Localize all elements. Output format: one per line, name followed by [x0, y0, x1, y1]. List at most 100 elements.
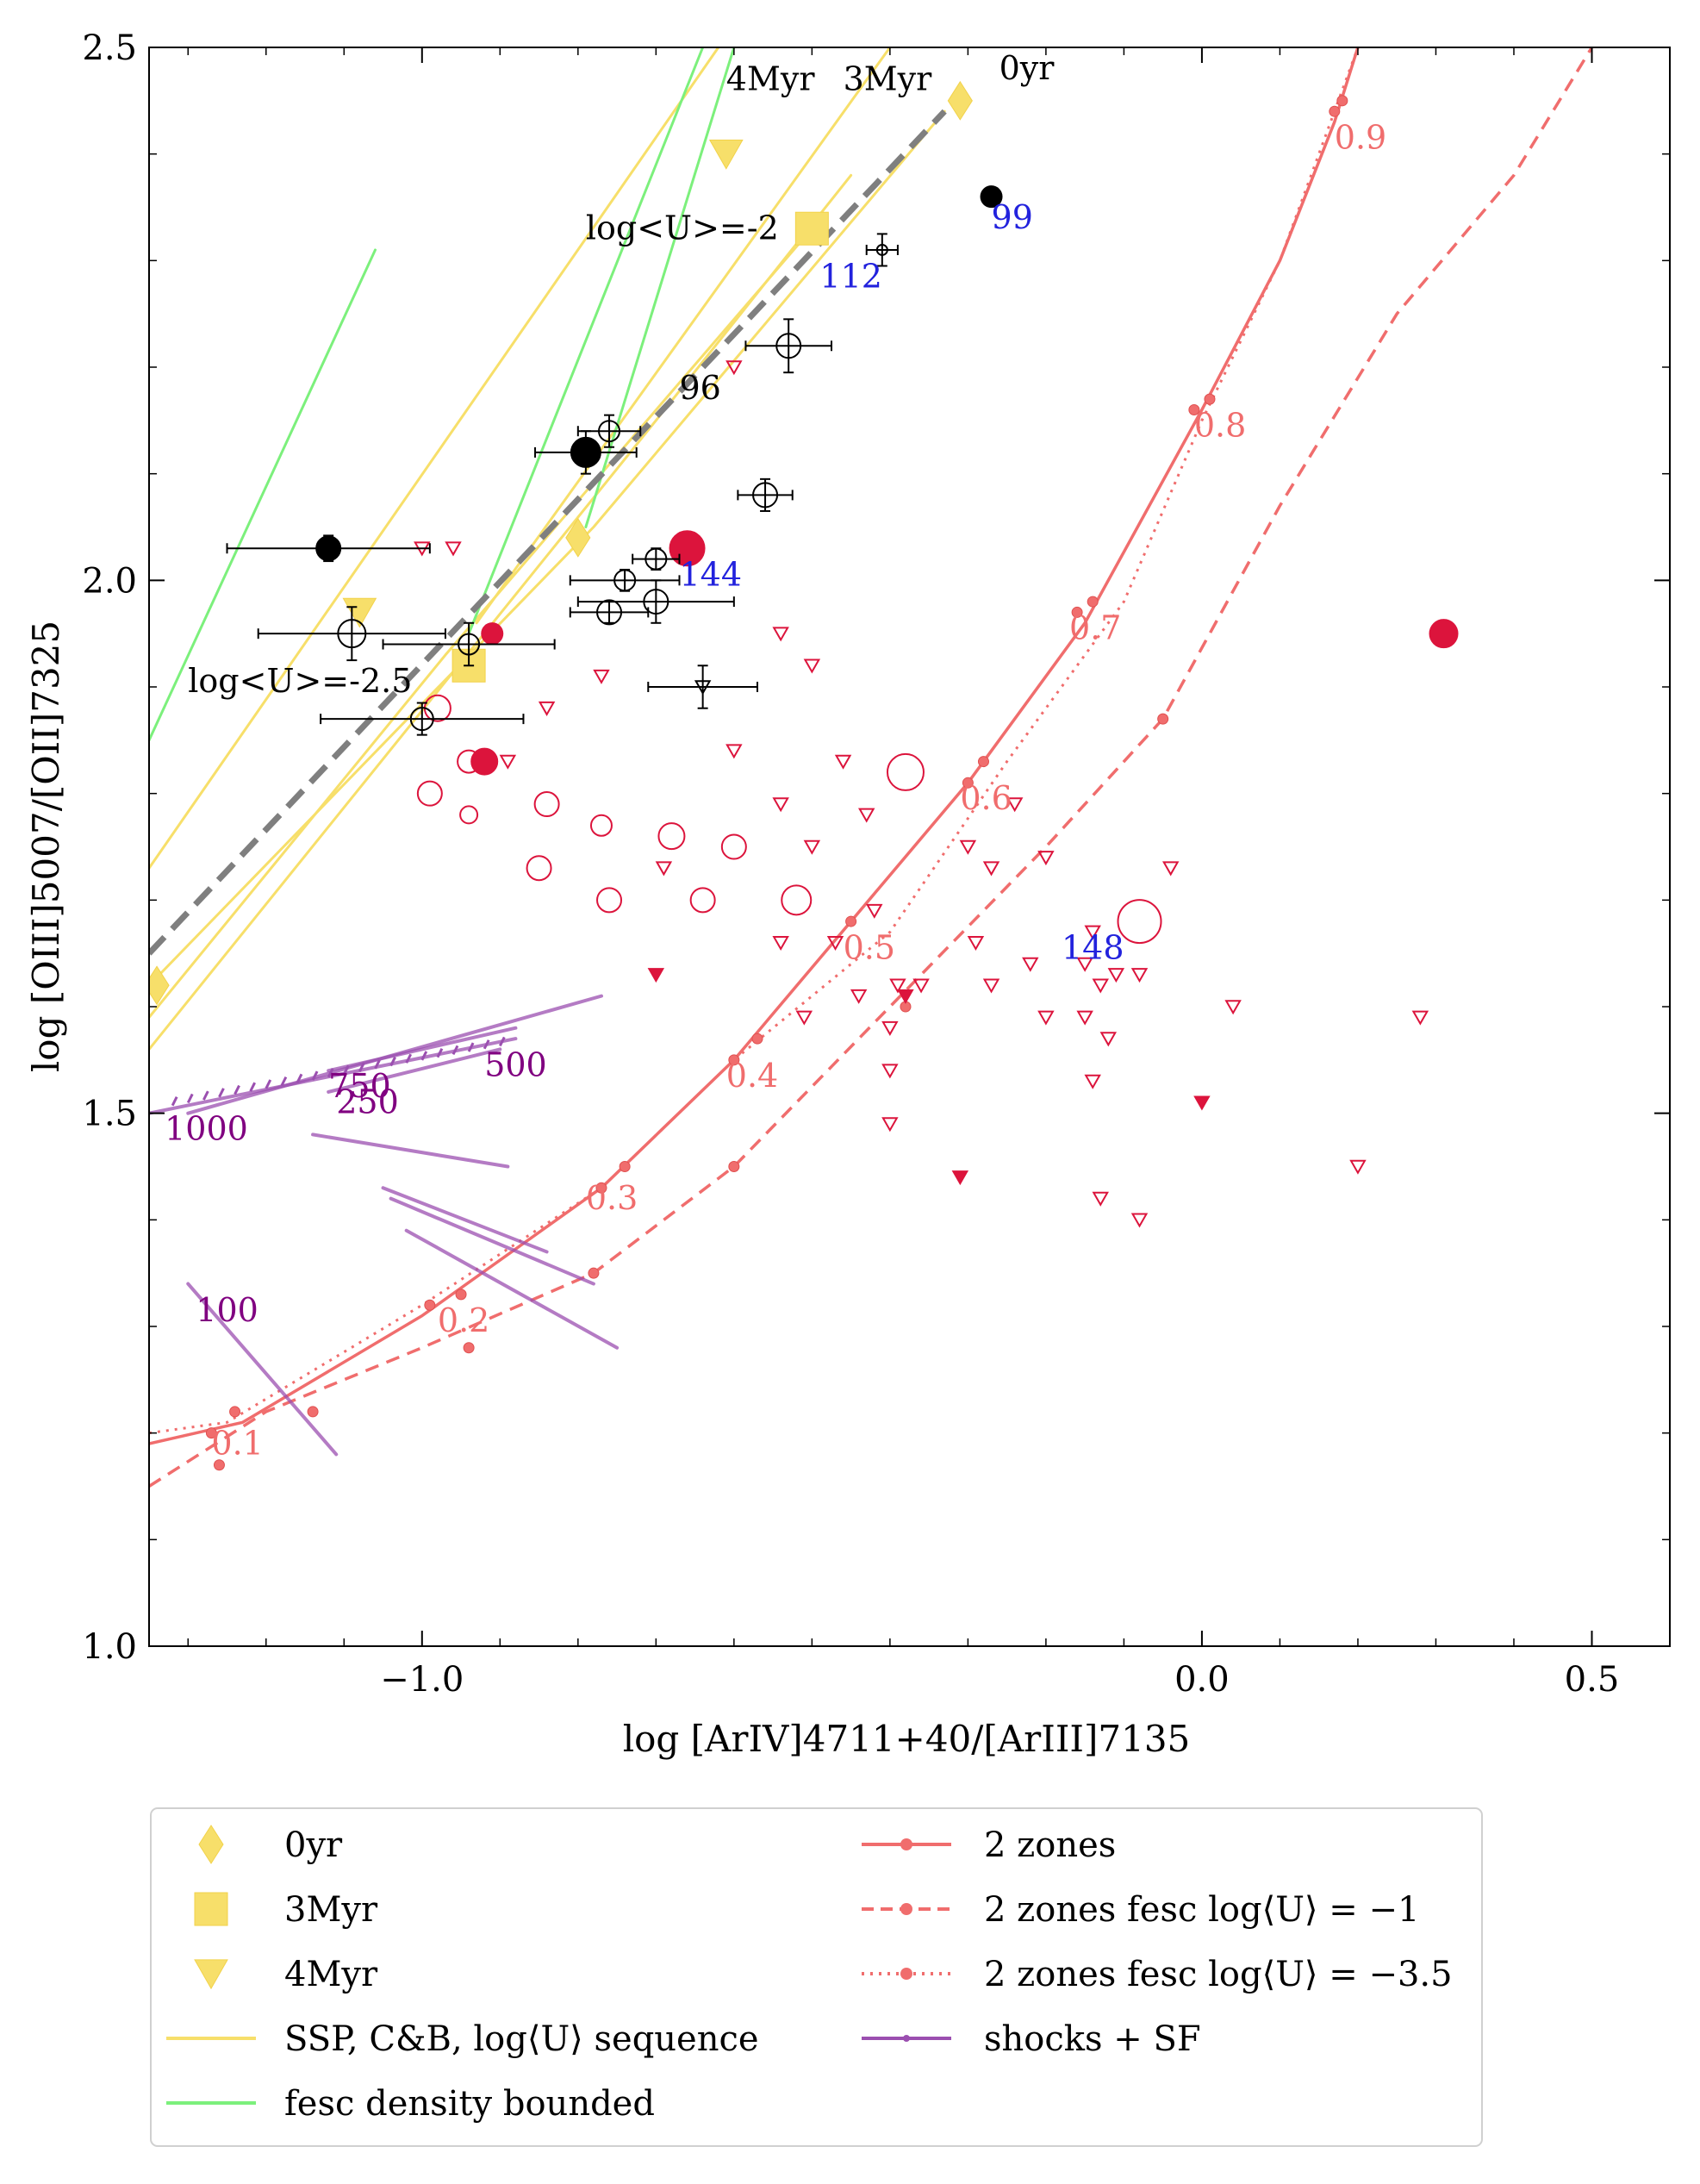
legend-frame: [150, 1807, 1483, 2147]
y-tick-label: 1.5: [82, 1095, 137, 1134]
shock-grid-tick: [389, 1056, 396, 1067]
two-zones-marker: [845, 915, 857, 927]
red-open-triangle-point: [881, 1064, 899, 1079]
red-open-triangle-point: [593, 669, 610, 684]
two-zones-line: [149, 47, 1360, 1445]
fesc-line-1: [149, 248, 377, 742]
red-open-circle-point: [416, 780, 443, 807]
annotation-3Myr: 3Myr: [844, 59, 933, 97]
red-open-triangle-point: [499, 754, 517, 770]
red-open-triangle-point: [725, 744, 743, 759]
two-zones-marker: [205, 1427, 217, 1439]
red-open-triangle-point: [1037, 1010, 1055, 1026]
red-open-circle-point: [1117, 899, 1162, 945]
shock-line-6: [381, 1186, 549, 1254]
black-open-triangle-point: [694, 680, 712, 696]
annotation-fesc-0p8: 0.8: [1194, 406, 1246, 444]
two-zones-marker: [962, 777, 974, 789]
0yr-diamond-marker: [149, 965, 170, 1006]
red-open-triangle-point: [795, 1010, 813, 1026]
shock-grid-tick: [218, 1088, 225, 1098]
ssp-line-4: [149, 173, 853, 1051]
legend-label: fesc density bounded: [284, 2084, 655, 2124]
red-open-triangle-point: [881, 1117, 899, 1133]
shock-grid-tick: [436, 1047, 444, 1058]
ssp-markers: [149, 80, 973, 1006]
3Myr-square-marker: [794, 211, 829, 246]
annotation-fesc-0p5: 0.5: [844, 928, 895, 966]
red-open-triangle-point: [912, 978, 930, 994]
y-tick-label: 2.5: [82, 28, 137, 68]
red-open-triangle-point: [1161, 861, 1180, 877]
two-zones-marker: [455, 1289, 467, 1301]
red-open-triangle-point: [1224, 1000, 1242, 1015]
legend-handle-4Myr-triangle: [194, 1959, 228, 1990]
logU-sequence-dashed: [149, 109, 947, 956]
red-open-triangle-point: [1084, 925, 1101, 940]
annotation-fesc-0p7: 0.7: [1069, 608, 1121, 646]
two-zones-fesc-marker: [307, 1406, 319, 1418]
black-filled-circle-point: [570, 436, 601, 468]
red-open-triangle-point: [1130, 968, 1149, 983]
red-open-triangle-point: [881, 1020, 899, 1036]
0yr-diamond-marker: [947, 80, 973, 121]
shock-line-8: [404, 1228, 620, 1350]
red-open-triangle-point: [982, 861, 1000, 877]
red-open-circle-point: [689, 887, 716, 914]
shock-grid-tick: [405, 1053, 413, 1064]
red-open-circle-point: [589, 814, 613, 837]
legend: 0yr 3Myr 4Myr SSP, C&B, log⟨U⟩ sequence fesc…: [150, 1807, 1483, 2147]
legend-handle-marker: [900, 1903, 912, 1915]
red-filled-triangle-point: [647, 968, 665, 983]
x-tick-label: 0.0: [1174, 1660, 1230, 1700]
black-open-circle-point: [752, 482, 779, 509]
annotation-logU-m2: log<U>=-2: [586, 209, 779, 247]
shock-grid-tick: [186, 1093, 194, 1104]
annotation-shock-250: 250: [336, 1083, 399, 1121]
legend-handle-marker: [900, 1968, 912, 1980]
shock-line-9: [186, 1282, 339, 1457]
black-open-circle-point: [598, 420, 621, 443]
black-filled-circle-point: [315, 535, 342, 562]
red-open-triangle-point: [1107, 968, 1125, 983]
shock-line-3: [327, 1026, 518, 1073]
red-filled-triangle-point: [951, 1170, 969, 1186]
red-open-circle-point: [457, 749, 482, 774]
legend-label: 2 zones fesc log⟨U⟩ = −3.5: [984, 1955, 1453, 1994]
two-zones-fesc-logU-m3p5-line: [149, 47, 1360, 1435]
two-zones-marker: [1188, 403, 1200, 415]
red-open-triangle-point: [772, 627, 789, 642]
legend-handle-3Myr-square: [194, 1892, 228, 1926]
red-open-triangle-point: [1411, 1010, 1429, 1026]
shock-grid-tick: [342, 1064, 350, 1076]
red-open-triangle-point: [1006, 797, 1024, 813]
red-open-triangle-point: [772, 936, 789, 952]
red-filled-triangle-point: [897, 989, 914, 1004]
x-tick-label: −1.0: [380, 1660, 464, 1700]
red-open-circle-point: [596, 887, 623, 914]
y-axis-label: log [OIII]5007/[OII]7325: [25, 621, 67, 1072]
red-open-circle-point: [781, 884, 813, 916]
annotation-4Myr: 4Myr: [726, 59, 816, 97]
shock-grid-tick: [234, 1084, 240, 1095]
red-open-triangle-point: [1076, 1010, 1093, 1026]
legend-handle-marker: [900, 1838, 912, 1850]
shock-grid-tick: [374, 1059, 381, 1070]
ssp-line-2: [149, 109, 946, 987]
shock-grid-tick: [280, 1076, 288, 1087]
legend-label: 3Myr: [284, 1890, 378, 1930]
shock-grid-tick: [327, 1068, 334, 1078]
two-zones-fesc-marker: [213, 1459, 225, 1471]
shock-grid-tick: [358, 1062, 365, 1072]
x-axis-label: log [ArIV]4711+40/[ArIII]7135: [623, 1718, 1191, 1760]
red-open-circle-point: [657, 822, 686, 851]
plot-area: 4Myr 3Myr 0yr log<U>=-2 log<U>=-2.5 96 99 112 14…: [149, 47, 1593, 1488]
black-open-circle-point: [643, 589, 669, 615]
legend-handle-0yr-diamond: [198, 1825, 224, 1864]
red-open-circle-point: [533, 791, 560, 818]
two-zones-fesc-logU-m1-line: [149, 47, 1593, 1488]
legend-label: shocks + SF: [984, 2019, 1201, 2059]
annotations: 4Myr 3Myr 0yr log<U>=-2 log<U>=-2.5 96 99 112 14…: [165, 49, 1386, 1462]
shock-grid-tick: [311, 1070, 319, 1081]
